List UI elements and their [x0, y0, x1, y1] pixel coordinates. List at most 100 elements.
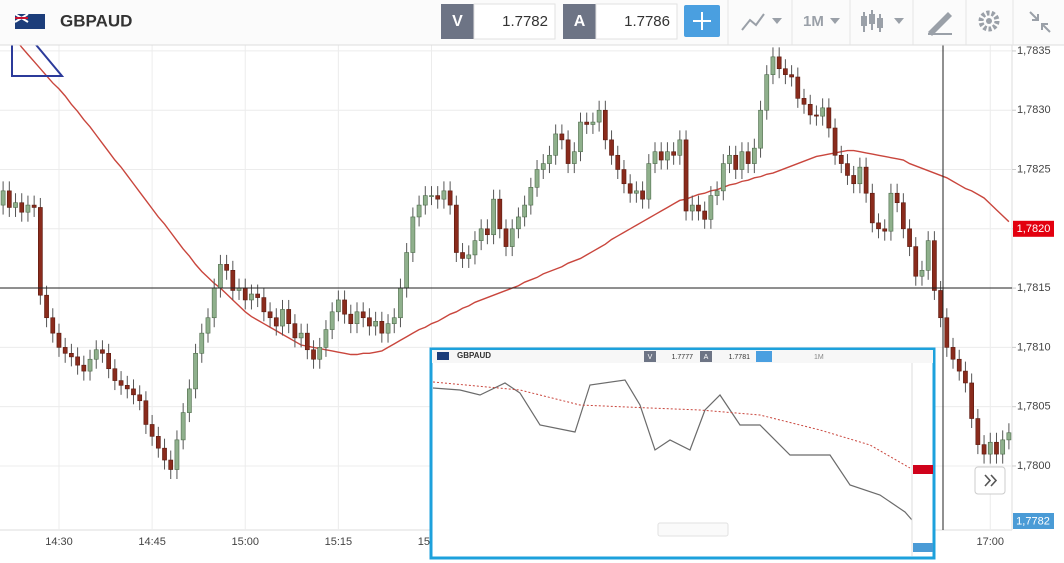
candle-body: [503, 228, 509, 247]
draw-tool-button[interactable]: [928, 12, 952, 36]
ask-label: A: [574, 13, 586, 30]
candle-body: [280, 309, 285, 327]
ask-label-box: [563, 4, 596, 39]
candle-body: [789, 74, 794, 78]
candle-body: [143, 400, 149, 425]
candle-body: [230, 270, 236, 291]
candle-body: [485, 228, 490, 236]
candle-body: [286, 309, 292, 324]
candle-body: [336, 299, 341, 313]
candle-body: [528, 186, 534, 206]
candle-body: [410, 216, 416, 253]
candle-body: [31, 204, 37, 208]
candle-body: [733, 154, 739, 170]
timeframe-button[interactable]: 1M: [803, 13, 824, 30]
candle-body: [956, 358, 962, 372]
icon: [772, 18, 782, 24]
candle-body: [751, 147, 757, 164]
collapse-button[interactable]: [1029, 11, 1051, 33]
price-tag-label: 1,7820: [1017, 223, 1051, 235]
candle-body: [981, 444, 987, 455]
candle-body: [112, 368, 118, 381]
candle-body: [634, 190, 639, 194]
candle-body: [422, 195, 428, 206]
candle-body: [696, 204, 701, 212]
inset-timeframe: 1M: [814, 354, 824, 361]
candle-body: [745, 151, 751, 164]
candle-body: [658, 151, 664, 161]
candle-body: [323, 329, 329, 348]
candle-body: [516, 216, 521, 230]
candle-body: [373, 320, 378, 327]
candle-body: [882, 228, 888, 232]
candle-body: [224, 264, 229, 271]
candle-body: [932, 240, 937, 291]
candle-body: [720, 163, 726, 192]
candle-body: [211, 287, 217, 319]
candle-body: [596, 109, 602, 123]
inset-ask: 1.7781: [729, 354, 751, 361]
candle-body: [869, 192, 875, 224]
bid-box[interactable]: [473, 3, 556, 40]
candle-body: [665, 151, 670, 161]
candle-body: [702, 210, 708, 220]
candle-body: [770, 56, 776, 75]
candle-body: [578, 121, 583, 153]
candle-body: [87, 358, 93, 372]
candle-body: [19, 202, 25, 213]
inset-price-tag: [913, 465, 933, 474]
candle-body: [987, 441, 993, 455]
y-tick-label: 1,7830: [1017, 104, 1051, 116]
candle-body: [584, 121, 590, 125]
candle-body: [820, 107, 825, 117]
candle-body: [0, 190, 6, 206]
candle-body: [354, 311, 360, 324]
icon: [894, 18, 904, 24]
candle-body: [93, 349, 99, 360]
candle-body: [174, 439, 180, 470]
candle-body: [118, 380, 124, 386]
candle-body: [534, 169, 540, 188]
price-tag: [1013, 220, 1054, 237]
candle-body: [565, 139, 571, 164]
candle-body: [447, 190, 453, 206]
candle-body: [857, 166, 863, 185]
candle-body: [764, 74, 770, 111]
candle-body: [807, 103, 813, 116]
candle-body: [218, 264, 223, 289]
candle-body: [888, 192, 894, 232]
y-tick-label: 1,7800: [1017, 460, 1051, 472]
candle-body: [180, 412, 186, 441]
icon: [984, 474, 992, 487]
candle-body: [497, 198, 503, 230]
candle-body: [193, 353, 198, 390]
candle-body: [851, 175, 857, 185]
candle-body: [6, 190, 12, 208]
icon: [861, 16, 867, 26]
inset-ma-line: [432, 381, 911, 469]
candle-body: [311, 349, 316, 360]
candle-body: [242, 287, 248, 301]
candle-body: [162, 447, 167, 461]
candle-body: [348, 313, 354, 324]
candle-body: [969, 382, 974, 419]
price-axis-tags: 1,7782 1,7820: [1013, 220, 1054, 529]
y-tick-label: 1,7825: [1017, 163, 1051, 175]
y-tick-label: 1,7805: [1017, 401, 1051, 413]
candle-body: [1000, 439, 1006, 455]
candle-body: [975, 418, 981, 445]
candle-body: [38, 207, 43, 296]
candle-body: [416, 204, 422, 218]
inset-crosshair-button: [756, 351, 772, 362]
candle-body: [453, 204, 459, 253]
candle-body: [273, 317, 279, 327]
candle-body: [75, 356, 80, 366]
chart-type-button[interactable]: [741, 13, 765, 31]
candle-body: [683, 139, 689, 212]
ask-box[interactable]: [595, 3, 678, 40]
y-tick-label: 1,7810: [1017, 341, 1051, 353]
settings-button[interactable]: [978, 10, 1000, 32]
candle-body: [249, 293, 254, 301]
candle-body: [950, 347, 956, 360]
